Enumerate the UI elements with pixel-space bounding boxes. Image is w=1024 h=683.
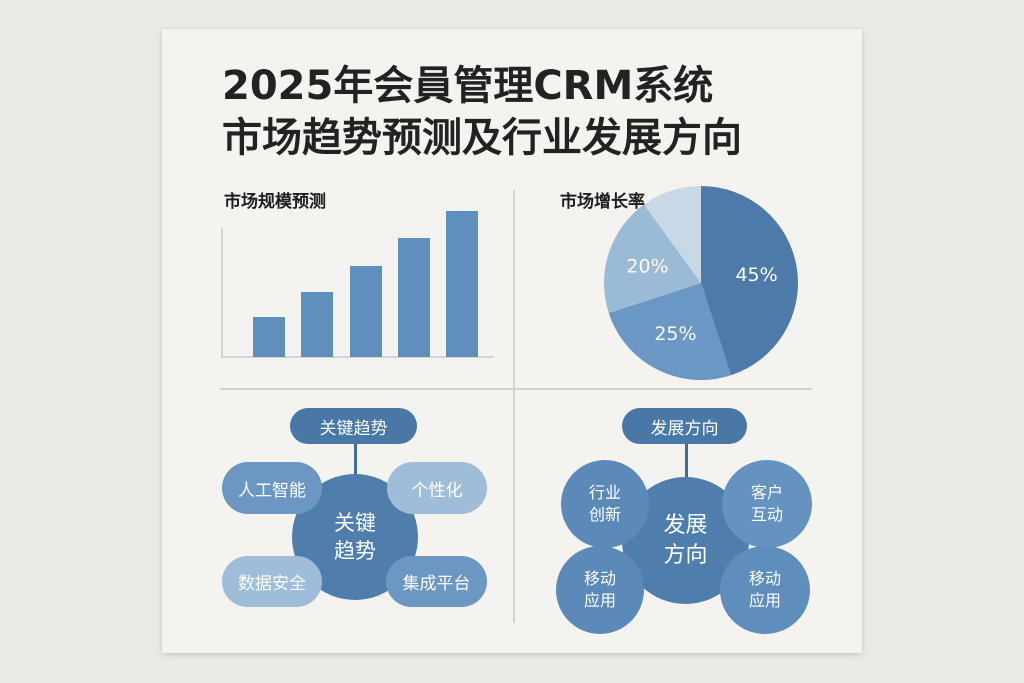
pie-label-3: 20%: [626, 256, 668, 278]
trend-item-personalization: 个性化: [387, 462, 487, 514]
trend-item-data-security: 数据安全: [222, 556, 322, 607]
bar-1: [253, 317, 285, 357]
title-line-1: 2025年会員管理CRM系统: [222, 63, 714, 109]
trends-connector: [354, 444, 357, 476]
trends-center-line1: 关键: [334, 510, 376, 535]
horizontal-divider: [220, 388, 812, 390]
item-line2: 应用: [583, 591, 616, 610]
bar-chart-x-axis: [221, 356, 494, 358]
bar-5: [446, 211, 479, 357]
trends-center-line2: 趋势: [334, 539, 376, 563]
pie-chart-title: 市场增长率: [560, 192, 645, 212]
bar-chart-title: 市场规模预测: [224, 192, 326, 212]
item-line2: 创新: [588, 505, 621, 524]
direction-center-line2: 方向: [663, 542, 708, 568]
pie-slice-3: [604, 204, 701, 313]
item-line2: 互动: [750, 505, 783, 524]
pie-label-2: 25%: [654, 323, 696, 345]
item-line1: 行业: [588, 483, 621, 503]
item-line1: 客户: [750, 483, 783, 503]
item-line1: 移动: [748, 569, 781, 589]
title-line-2: 市场趋势预测及行业发展方向: [222, 115, 742, 161]
pie-label-1: 45%: [735, 264, 777, 286]
bar-chart-y-axis: [221, 228, 223, 358]
pie-slice-4: [643, 186, 701, 283]
item-line2: 应用: [748, 591, 781, 610]
trend-item-ai: 人工智能: [222, 462, 322, 514]
trend-item-integration-platform: 集成平台: [386, 556, 487, 607]
vertical-divider: [513, 190, 515, 623]
direction-top-pill: 发展方向: [622, 408, 747, 444]
direction-connector: [685, 444, 688, 478]
trends-top-pill: 关键趋势: [290, 408, 417, 444]
direction-item-mobile-app-right: 移动 应用: [720, 546, 810, 634]
pie-slice-2: [608, 283, 731, 380]
bar-2: [301, 292, 334, 357]
item-line1: 移动: [583, 569, 616, 589]
pie-slice-1: [701, 186, 798, 376]
bar-3: [349, 266, 382, 357]
direction-item-mobile-app-left: 移动 应用: [556, 546, 644, 634]
bar-4: [397, 238, 430, 357]
direction-item-industry-innovation: 行业 创新: [561, 460, 649, 548]
direction-center-line1: 发展: [663, 512, 708, 538]
direction-item-customer-interaction: 客户 互动: [722, 460, 812, 548]
